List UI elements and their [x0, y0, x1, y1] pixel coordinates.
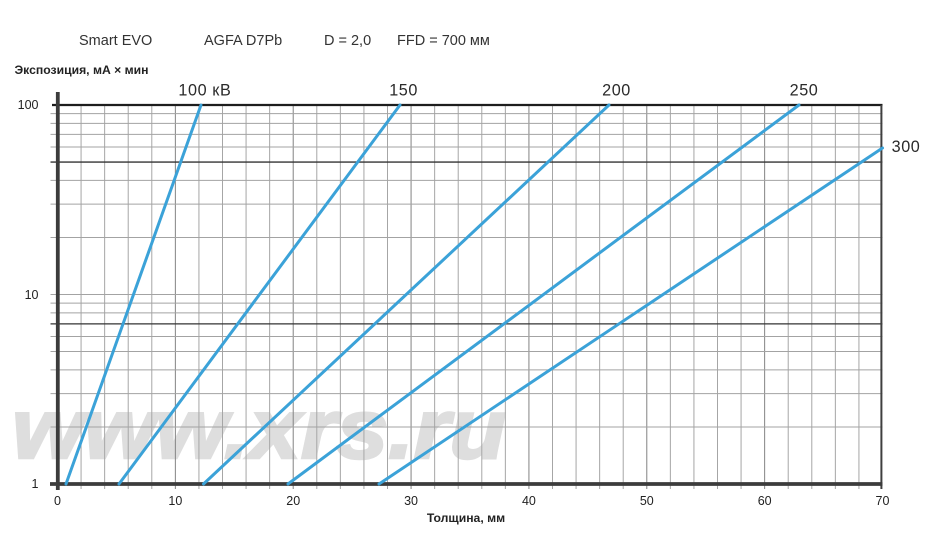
- svg-text:www.xrs.ru: www.xrs.ru: [12, 382, 506, 476]
- svg-text:FFD = 700 мм: FFD = 700 мм: [397, 33, 490, 49]
- svg-text:100 кВ: 100 кВ: [178, 82, 231, 100]
- svg-text:200: 200: [602, 82, 631, 100]
- svg-text:70: 70: [876, 494, 890, 508]
- svg-text:Экспозиция, мА × мин: Экспозиция, мА × мин: [15, 63, 149, 77]
- svg-text:100: 100: [18, 98, 39, 112]
- svg-text:30: 30: [404, 494, 418, 508]
- svg-text:250: 250: [790, 82, 819, 100]
- svg-text:0: 0: [54, 494, 61, 508]
- svg-text:50: 50: [640, 494, 654, 508]
- svg-text:Толщина, мм: Толщина, мм: [427, 511, 505, 525]
- svg-text:20: 20: [286, 494, 300, 508]
- svg-text:1: 1: [32, 477, 39, 491]
- svg-text:10: 10: [25, 288, 39, 302]
- svg-text:300: 300: [892, 138, 921, 156]
- svg-text:Smart EVO: Smart EVO: [79, 33, 152, 49]
- svg-text:AGFA D7Pb: AGFA D7Pb: [204, 33, 282, 49]
- svg-text:40: 40: [522, 494, 536, 508]
- svg-text:D = 2,0: D = 2,0: [324, 33, 371, 49]
- svg-text:150: 150: [389, 82, 418, 100]
- svg-text:10: 10: [168, 494, 182, 508]
- svg-text:60: 60: [758, 494, 772, 508]
